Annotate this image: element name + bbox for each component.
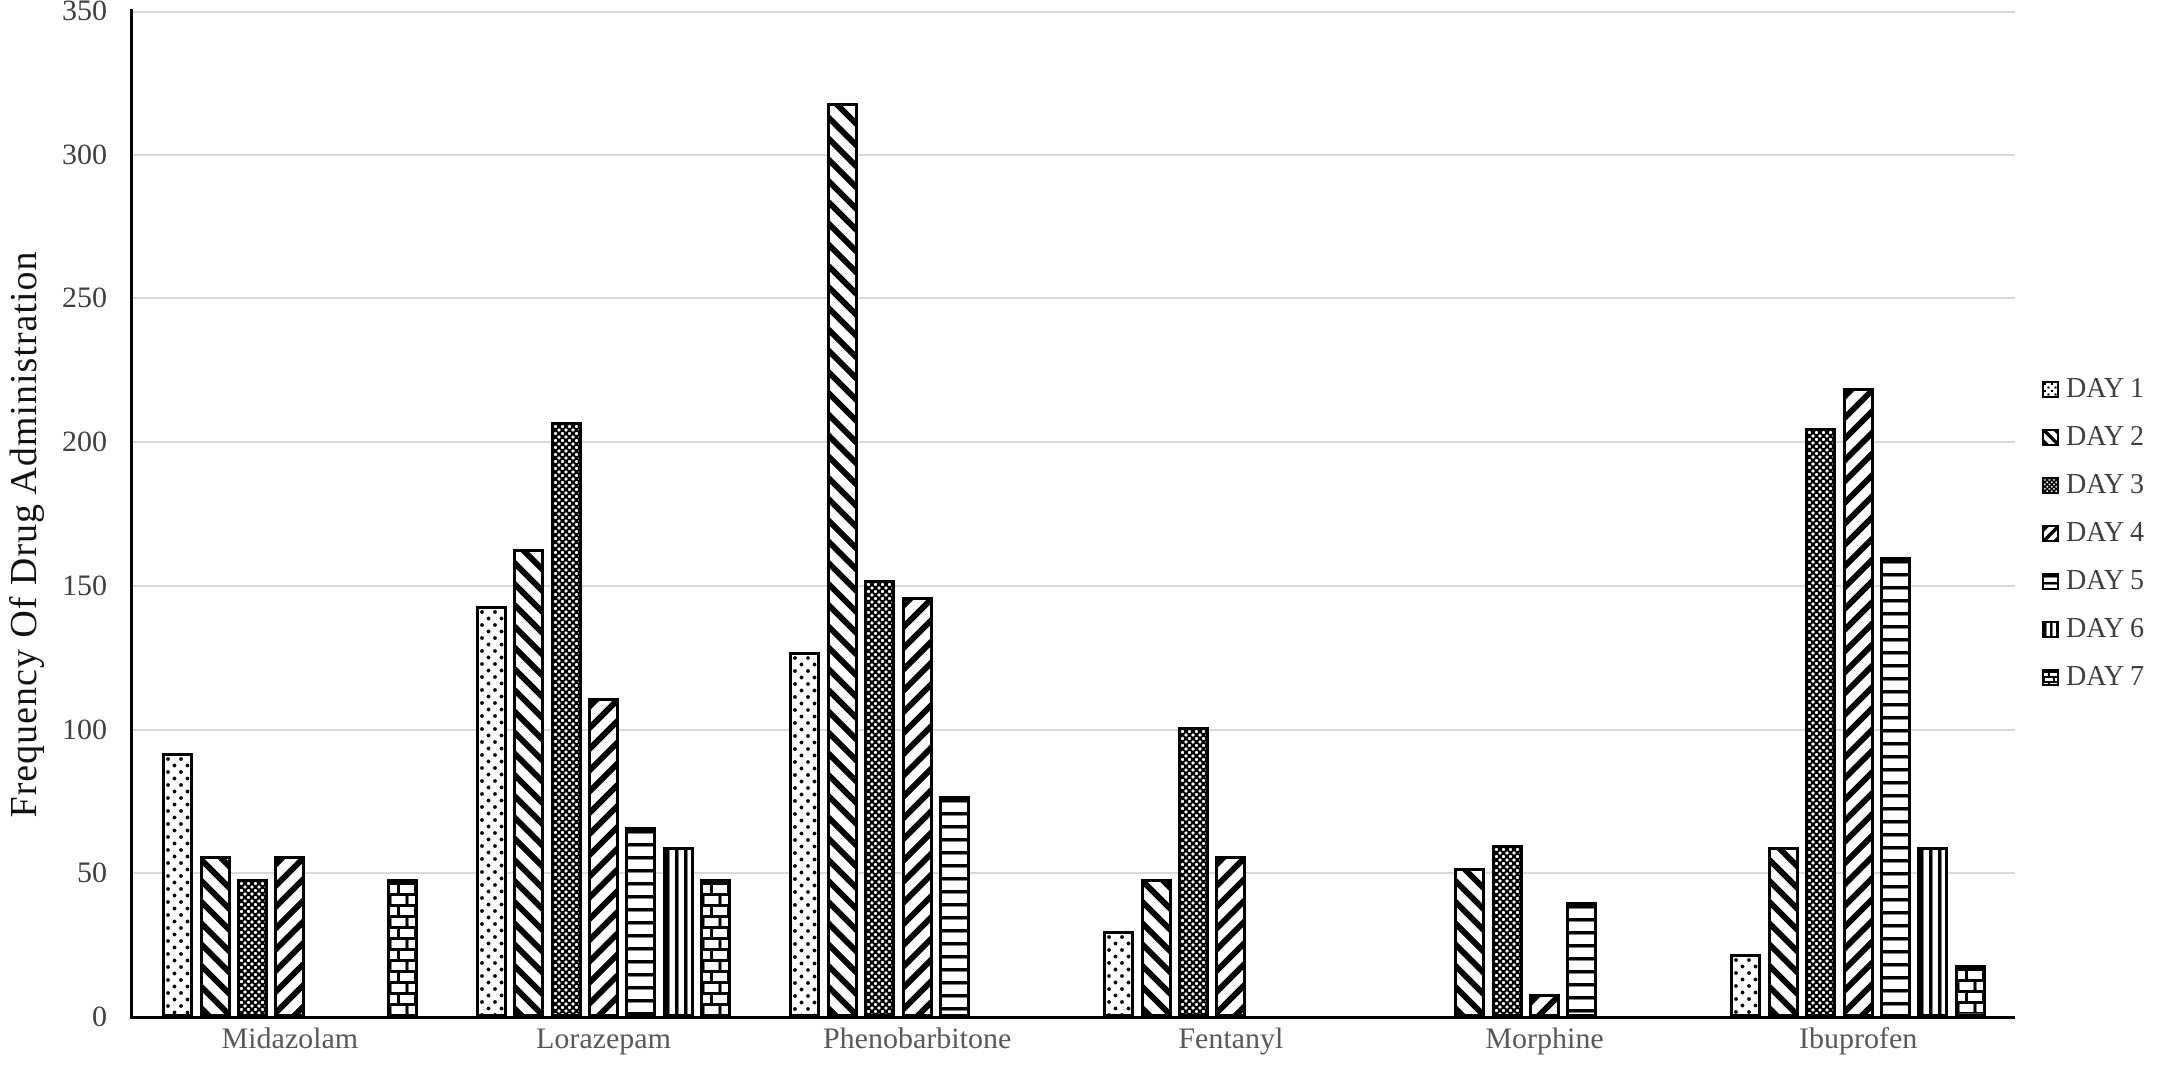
bar-day2 — [1140, 879, 1172, 1017]
y-tick-label: 150 — [62, 568, 107, 602]
bar-day1 — [789, 651, 821, 1017]
bar-day4 — [1842, 387, 1874, 1017]
legend-label: DAY 4 — [2066, 517, 2145, 548]
bar-day4 — [901, 597, 933, 1017]
x-axis-line — [130, 1016, 2015, 1019]
y-tick-label: 50 — [77, 856, 107, 890]
gridline — [133, 728, 2015, 731]
legend: DAY 1 DAY 2 DAY 3 DAY 4 DAY 5 DAY 6 DAY 7 — [2042, 365, 2144, 701]
bar-day3 — [1177, 726, 1209, 1017]
bar-day2 — [826, 102, 858, 1017]
legend-item: DAY 1 — [2042, 365, 2144, 413]
legend-item: DAY 6 — [2042, 605, 2144, 653]
bar-day3 — [236, 879, 268, 1017]
x-category-label: Fentanyl — [1178, 1022, 1284, 1055]
bar-day1 — [475, 605, 507, 1017]
bar-day3 — [1805, 427, 1837, 1017]
legend-item: DAY 4 — [2042, 509, 2144, 557]
bar-day6 — [1917, 847, 1949, 1017]
gridline — [133, 872, 2015, 875]
gridline — [133, 584, 2015, 587]
y-tick-label: 200 — [62, 425, 107, 459]
legend-swatch-diagonal-stripes-down-icon — [2042, 428, 2059, 446]
bar-day2 — [513, 548, 545, 1017]
bar-day1 — [1103, 930, 1135, 1017]
legend-swatch-brick-icon — [2042, 668, 2059, 686]
legend-swatch-horizontal-stripes-icon — [2042, 572, 2059, 590]
bar-day3 — [1491, 844, 1523, 1017]
bar-day2 — [1767, 847, 1799, 1017]
legend-swatch-dense-dots-icon — [2042, 476, 2059, 494]
bar-day4 — [1529, 994, 1560, 1017]
gridline — [133, 11, 2015, 13]
x-category-label: Midazolam — [221, 1022, 359, 1055]
brick-pattern-fill — [703, 882, 729, 1014]
bar-day7 — [700, 879, 732, 1017]
y-tick-label: 250 — [62, 281, 107, 315]
bar-day3 — [550, 422, 582, 1017]
legend-label: DAY 1 — [2066, 373, 2145, 404]
bar-day1 — [162, 752, 194, 1017]
x-category-label: Morphine — [1485, 1022, 1604, 1055]
bar-day5 — [1880, 557, 1912, 1017]
legend-swatch-diagonal-stripes-up-icon — [2042, 524, 2059, 542]
y-tick-label: 300 — [62, 137, 107, 171]
legend-label: DAY 5 — [2066, 565, 2145, 596]
bar-day7 — [1954, 965, 1986, 1017]
bar-day2 — [1454, 867, 1486, 1017]
bar-day7 — [386, 879, 418, 1017]
y-tick-label: 350 — [62, 0, 107, 27]
y-axis-line — [130, 9, 133, 1019]
legend-item: DAY 3 — [2042, 461, 2144, 509]
legend-swatch-vertical-stripes-icon — [2042, 620, 2059, 638]
bar-day4 — [274, 856, 306, 1017]
x-category-label: Phenobarbitone — [823, 1022, 1012, 1055]
bar-day5 — [625, 827, 657, 1017]
bar-day5 — [939, 795, 971, 1017]
bar-day6 — [662, 847, 694, 1017]
legend-item: DAY 2 — [2042, 413, 2144, 461]
y-tick-label: 100 — [62, 712, 107, 746]
x-category-label: Ibuprofen — [1799, 1022, 1918, 1055]
bar-day4 — [588, 697, 619, 1017]
plot-area: Midazolam Lorazepam Phenobarbitone Fentanyl… — [133, 11, 2015, 1055]
bar-day3 — [864, 580, 896, 1017]
legend-swatch-sparse-dots-icon — [2042, 380, 2059, 398]
bar-day1 — [1730, 953, 1762, 1017]
brick-pattern-fill — [1957, 968, 1983, 1014]
bar-day2 — [199, 856, 231, 1017]
x-category-label: Lorazepam — [536, 1022, 671, 1055]
legend-label: DAY 6 — [2066, 613, 2145, 644]
bar-day4 — [1215, 856, 1247, 1017]
gridline — [133, 153, 2015, 156]
legend-item: DAY 5 — [2042, 557, 2144, 605]
brick-pattern-fill — [389, 882, 415, 1014]
legend-label: DAY 3 — [2066, 469, 2145, 500]
gridline — [133, 297, 2015, 300]
legend-label: DAY 2 — [2066, 421, 2145, 452]
y-tick-label: 0 — [92, 1000, 107, 1033]
bar-day5 — [1566, 902, 1598, 1017]
gridline — [133, 441, 2015, 444]
legend-item: DAY 7 — [2042, 653, 2144, 701]
legend-label: DAY 7 — [2066, 661, 2145, 692]
